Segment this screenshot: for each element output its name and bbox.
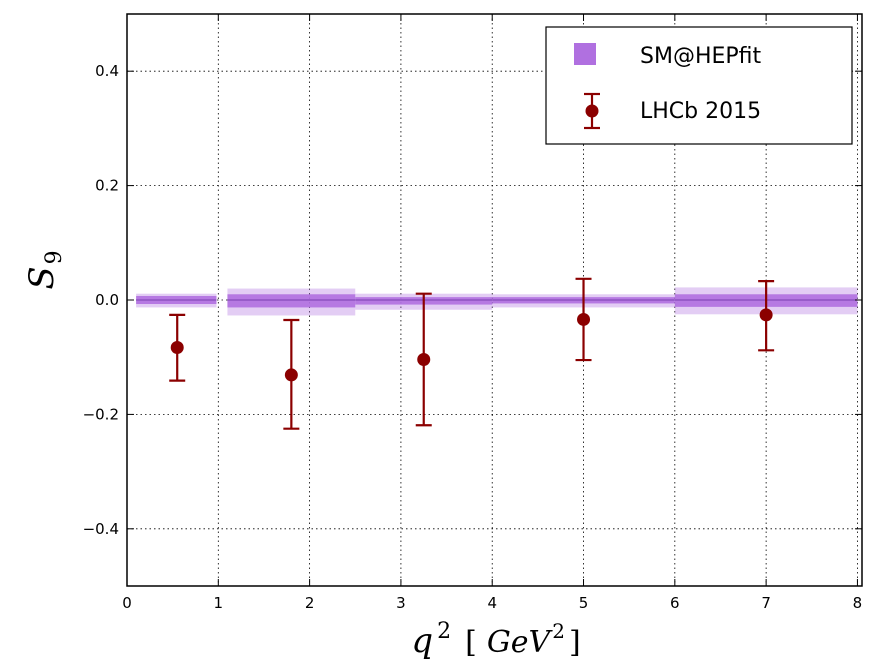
legend: SM@HEPfit LHCb 2015 <box>545 26 853 145</box>
legend-lhcb-point <box>585 104 599 118</box>
y-tick-label: 0.2 <box>95 177 119 195</box>
x-tick-label: 1 <box>214 594 224 612</box>
x-tick-label: 7 <box>761 594 771 612</box>
axis-ticks: 0 1 2 3 4 5 6 7 8 −0.4 −0.2 0.0 0.2 0.4 <box>83 14 863 612</box>
legend-label-sm-hepfit: SM@HEPfit <box>640 44 762 69</box>
x-tick-label: 2 <box>305 594 315 612</box>
x-tick-label: 8 <box>853 594 863 612</box>
y-tick-label: 0.4 <box>95 62 119 80</box>
sm-band-inner <box>227 294 356 308</box>
legend-swatch-lhcb-2015 <box>584 92 600 130</box>
x-tick-label: 6 <box>670 594 680 612</box>
lhcb-point <box>284 368 298 382</box>
y-tick-label: −0.4 <box>83 520 119 538</box>
lhcb-errorbar-series <box>169 277 775 430</box>
lhcb-point <box>417 352 431 366</box>
legend-swatch-sm-hepfit <box>574 43 596 65</box>
x-tick-label: 0 <box>122 594 132 612</box>
x-tick-label: 3 <box>396 594 406 612</box>
x-tick-label: 4 <box>487 594 497 612</box>
lhcb-point <box>577 312 591 326</box>
x-tick-label: 5 <box>579 594 589 612</box>
x-axis-label: q 2[GeV 2] <box>411 619 580 661</box>
y-tick-label: 0.0 <box>95 291 119 309</box>
y-axis-label: S9 <box>22 250 67 289</box>
lhcb-point <box>170 340 184 354</box>
sm-band-series <box>136 287 858 316</box>
y-tick-label: −0.2 <box>83 405 119 423</box>
legend-label-lhcb-2015: LHCb 2015 <box>640 99 761 124</box>
legend-frame <box>545 26 853 145</box>
lhcb-point <box>759 308 773 322</box>
